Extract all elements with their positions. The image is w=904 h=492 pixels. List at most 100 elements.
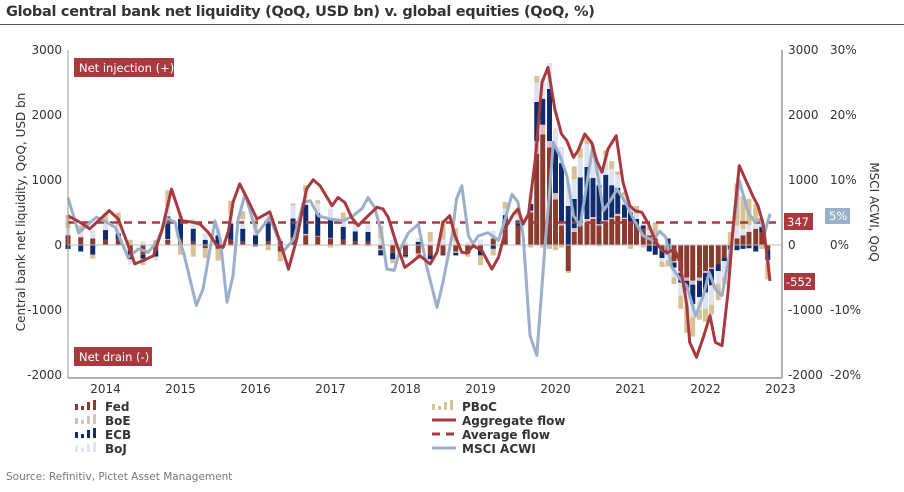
bar-fed (734, 238, 740, 245)
legend-swatch (93, 414, 96, 424)
bar-ecb (628, 212, 633, 223)
bar-ecb (352, 231, 358, 242)
bar-boj (628, 206, 633, 213)
bar-pboc (478, 255, 483, 266)
bars-layer (65, 63, 771, 337)
x-tick-label: 2017 (315, 382, 346, 396)
y-tick-label: 3000 (31, 43, 62, 57)
net-drain-label: Net drain (-) (79, 350, 149, 364)
bar-boe (709, 267, 714, 270)
bar-pboc (622, 191, 627, 195)
y-axis-label: Central bank net liquidity, QoQ, USD bn (14, 93, 28, 332)
net-injection-box (74, 58, 174, 77)
bar-boj (490, 230, 496, 239)
bar-pboc (609, 161, 615, 169)
bar-boe (671, 261, 677, 263)
bar-fed (253, 245, 258, 247)
bar-pboc (403, 256, 408, 258)
bar-pboc (703, 308, 708, 322)
y-tick-label: -2000 (27, 368, 62, 382)
bar-ecb (228, 223, 234, 240)
bar-boj (453, 241, 459, 245)
bar-fed (228, 239, 234, 245)
bar-fed (352, 241, 358, 245)
bar-fed (596, 225, 602, 245)
average-value-label: 347 (787, 215, 809, 229)
bar-boe (703, 271, 708, 273)
bar-fed (528, 212, 534, 245)
bar-pboc (240, 211, 246, 219)
bar-ecb (584, 167, 590, 219)
y2-value-tick-label: 2000 (788, 108, 819, 122)
last-flow-tag (784, 273, 815, 290)
bar-pboc (340, 212, 346, 219)
bar-fed (615, 215, 621, 245)
bar-fed (277, 245, 283, 252)
bar-fed (534, 154, 540, 245)
bar-boj (571, 179, 577, 199)
bar-boj (415, 237, 421, 242)
bar-boj (753, 223, 759, 229)
bar-ecb (427, 255, 433, 260)
bar-ecb (315, 213, 321, 236)
legend-item: PBoC (432, 400, 497, 414)
bar-fed (759, 232, 765, 245)
bar-pboc (753, 204, 759, 224)
bar-fed (709, 245, 714, 268)
bar-fed (315, 236, 321, 245)
bar-ecb (547, 89, 552, 141)
bar-ecb (734, 245, 740, 251)
bar-boj (365, 222, 371, 232)
average-value-tag (784, 213, 813, 230)
bar-boj (565, 183, 571, 206)
bar-ecb (609, 185, 615, 218)
bar-boj (609, 168, 615, 186)
y2-axis-label: MSCI ACWI, QoQ (867, 162, 881, 261)
bar-fed (240, 241, 246, 245)
bar-ecb (478, 248, 483, 256)
y2-value-tick-label: -1000 (788, 303, 823, 317)
legend-swatch (75, 404, 78, 410)
bar-fed (765, 245, 771, 251)
bar-pboc (290, 203, 296, 206)
bar-fed (365, 241, 371, 245)
x-tick-label: 2022 (690, 382, 721, 396)
bar-pboc (440, 220, 446, 240)
bar-ecb (671, 262, 677, 268)
bar-boj (746, 224, 752, 232)
legend-swatch (93, 442, 96, 452)
bar-boj (665, 254, 671, 260)
bar-pboc (365, 245, 371, 247)
bar-boe (615, 213, 621, 216)
y2-value-tick-label: 0 (788, 238, 796, 252)
bar-boj (740, 228, 746, 236)
bar-ecb (603, 174, 609, 221)
bar-boe (315, 235, 321, 237)
bar-boj (709, 285, 714, 305)
legend-swatch (438, 406, 441, 410)
bar-boj (390, 239, 396, 245)
bar-fed (165, 239, 171, 245)
bar-boe (453, 251, 459, 253)
last-flow-label: -552 (786, 275, 812, 289)
net-drain-box (74, 347, 152, 366)
bar-boj (659, 258, 665, 262)
bar-pboc (190, 245, 196, 257)
bar-ecb (78, 245, 84, 252)
bar-pboc (390, 259, 396, 264)
last-msci-label: 5% (829, 209, 847, 223)
y2-value-tick-label: 1000 (788, 173, 819, 187)
bar-ecb (365, 232, 371, 242)
bar-pboc (215, 248, 221, 261)
bar-pboc (678, 295, 684, 309)
bar-ecb (303, 204, 309, 234)
bar-ecb (453, 252, 459, 256)
bar-fed (440, 245, 446, 255)
bar-boj (115, 225, 121, 234)
legend-item: BoE (75, 414, 131, 428)
legend-swatch (81, 406, 84, 410)
x-tick-label: 2019 (465, 382, 496, 396)
legend-swatch (93, 400, 96, 410)
bar-fed (103, 239, 108, 245)
bar-boj (553, 128, 558, 148)
